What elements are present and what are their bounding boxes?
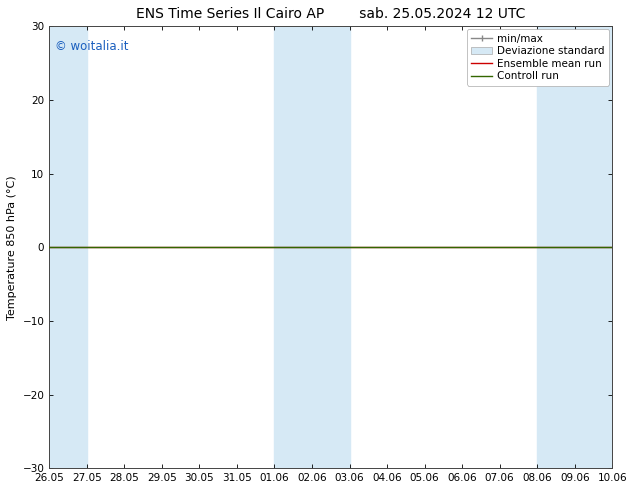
Text: © woitalia.it: © woitalia.it [55, 40, 128, 52]
Legend: min/max, Deviazione standard, Ensemble mean run, Controll run: min/max, Deviazione standard, Ensemble m… [467, 29, 609, 86]
Bar [49, 26, 87, 468]
Bar [275, 26, 349, 468]
Title: ENS Time Series Il Cairo AP        sab. 25.05.2024 12 UTC: ENS Time Series Il Cairo AP sab. 25.05.2… [136, 7, 526, 21]
Bar [537, 26, 612, 468]
Y-axis label: Temperature 850 hPa (°C): Temperature 850 hPa (°C) [7, 175, 17, 319]
